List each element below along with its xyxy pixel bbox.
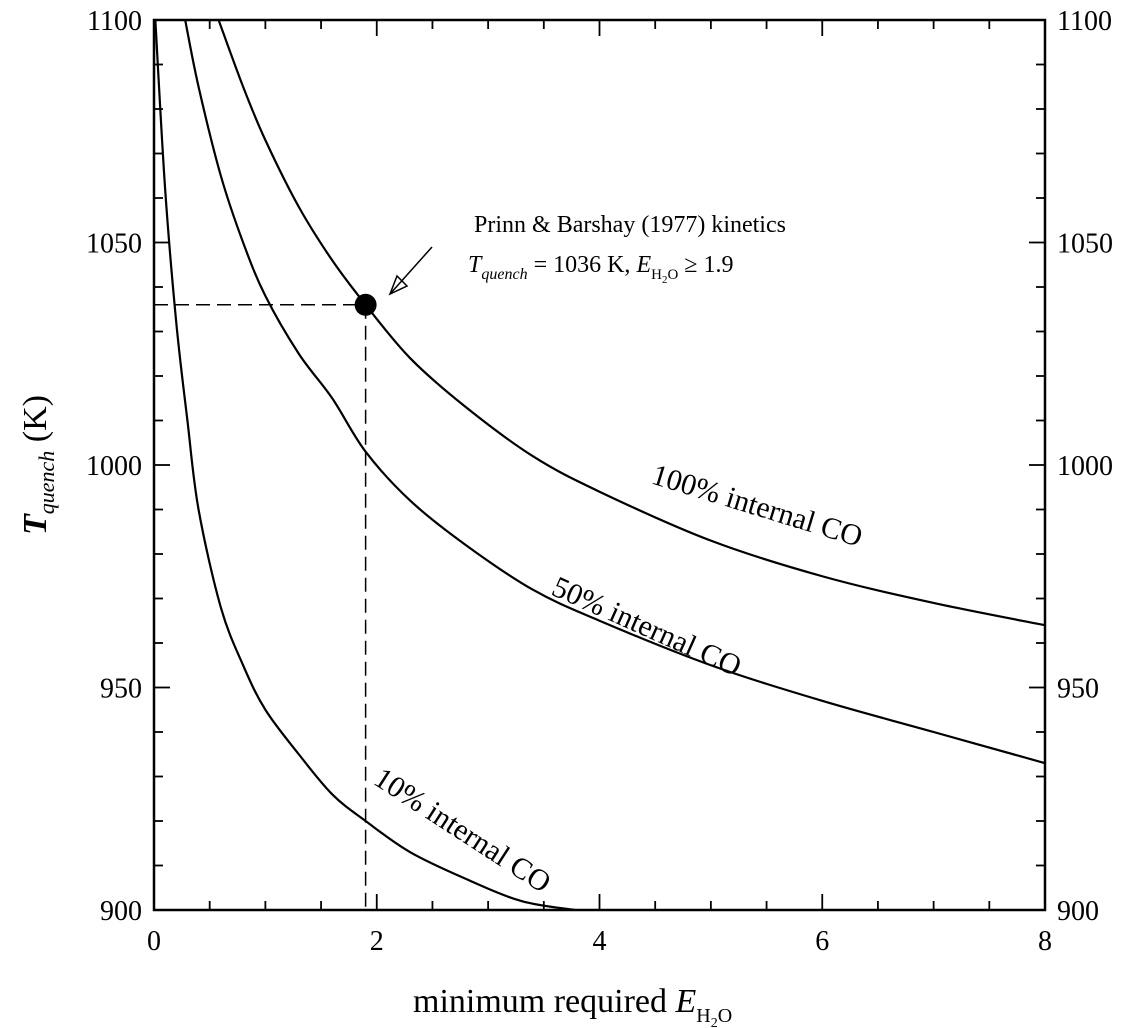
y-axis-title: Tquench (K) xyxy=(17,395,59,535)
x-tick-label: 4 xyxy=(593,926,607,957)
x-tick-label: 8 xyxy=(1038,926,1052,957)
x-tick-label: 6 xyxy=(815,926,829,957)
y-tick-label-right: 1100 xyxy=(1057,6,1112,37)
series-label-1: 10% internal CO xyxy=(368,761,556,899)
reference-lines xyxy=(154,304,367,910)
annotation-line2: Tquench = 1036 K, EH2O ≥ 1.9 xyxy=(468,252,733,286)
plot-frame xyxy=(152,18,1047,912)
curve-labels: 10% internal CO 50% internal CO 100% inter… xyxy=(368,458,866,899)
series-line-1 xyxy=(154,19,576,912)
y-tick-label-right: 950 xyxy=(1057,674,1099,705)
highlight-point xyxy=(354,293,377,316)
y-tick-label: 1000 xyxy=(86,451,142,482)
curves xyxy=(154,19,1046,912)
series-label-2: 50% internal CO xyxy=(547,570,746,683)
y-tick-label: 900 xyxy=(100,896,142,927)
y-tick-label: 950 xyxy=(100,674,142,705)
y-tick-label-right: 1000 xyxy=(1057,451,1113,482)
x-tick-label: 0 xyxy=(147,926,161,957)
series-line-3 xyxy=(217,19,1046,627)
annotation-arrow xyxy=(388,246,433,296)
annotation-line1: Prinn & Barshay (1977) kinetics xyxy=(474,212,786,238)
series-label-3: 100% internal CO xyxy=(648,458,866,553)
y-tick-label: 1100 xyxy=(87,6,142,37)
x-tick-label: 2 xyxy=(370,926,384,957)
ticks xyxy=(153,19,1046,911)
y-tick-label-right: 900 xyxy=(1057,896,1099,927)
x-axis-title: minimum required EH2O xyxy=(413,983,732,1028)
y-tick-label-right: 1050 xyxy=(1057,229,1113,260)
y-tick-label: 1050 xyxy=(86,229,142,260)
series-line-2 xyxy=(184,19,1046,765)
